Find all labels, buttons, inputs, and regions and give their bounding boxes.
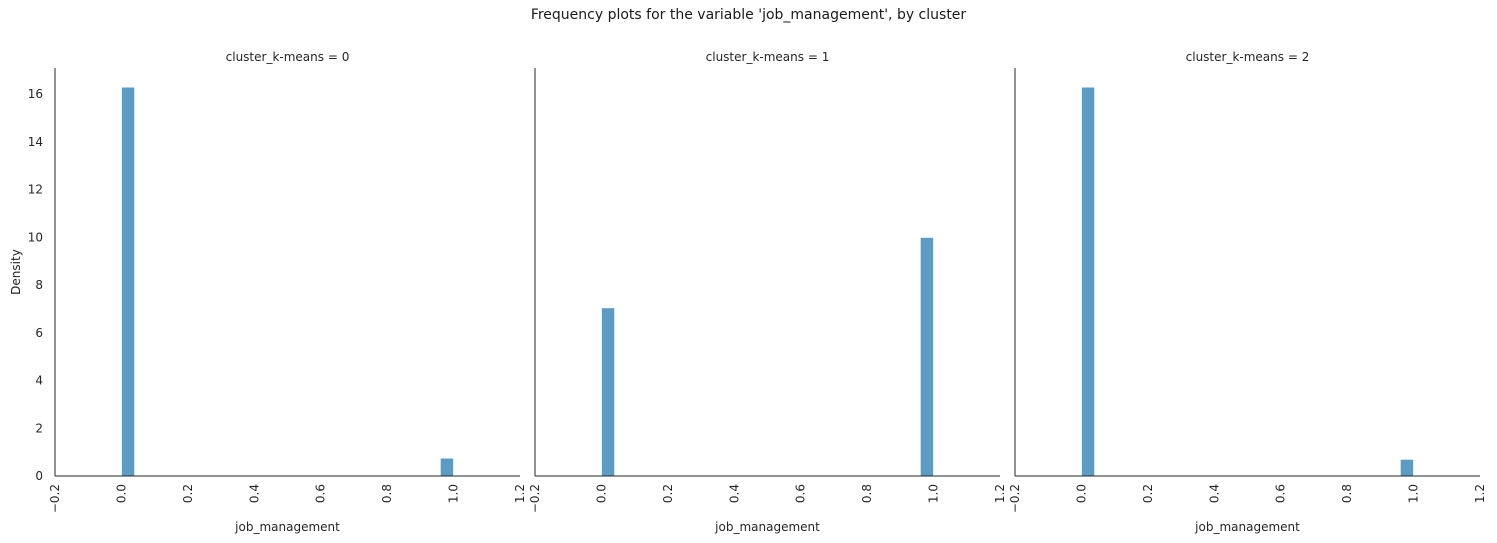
- y-tick-label: 0: [35, 469, 43, 483]
- x-tick-label: −0.2: [1008, 484, 1022, 513]
- facet-title: cluster_k-means = 1: [706, 50, 830, 64]
- histogram-bar: [919, 237, 934, 477]
- x-tick-label: 0.4: [247, 484, 261, 503]
- histogram-bar: [1399, 458, 1414, 477]
- histogram-bar: [1081, 86, 1096, 477]
- x-tick-label: 0.0: [594, 484, 608, 503]
- y-tick-label: 10: [28, 230, 43, 244]
- x-tick-label: 1.2: [993, 484, 1007, 503]
- y-tick-label: 14: [28, 135, 43, 149]
- facet-title: cluster_k-means = 0: [226, 50, 350, 64]
- x-tick-label: 0.4: [727, 484, 741, 503]
- x-tick-label: 0.6: [314, 484, 328, 503]
- y-tick-label: 4: [35, 374, 43, 388]
- x-tick-label: 0.2: [1141, 484, 1155, 503]
- x-tick-label: 0.2: [661, 484, 675, 503]
- histogram-bar: [601, 307, 616, 477]
- y-tick-label: 6: [35, 326, 43, 340]
- x-tick-label: 1.2: [1473, 484, 1487, 503]
- y-tick-label: 16: [28, 87, 43, 101]
- x-axis-label: job_management: [234, 520, 340, 534]
- y-tick-label: 8: [35, 278, 43, 292]
- x-tick-label: −0.2: [48, 484, 62, 513]
- x-axis-label: job_management: [1194, 520, 1300, 534]
- y-tick-label: 2: [35, 421, 43, 435]
- x-tick-label: 1.2: [513, 484, 527, 503]
- x-axis-label: job_management: [714, 520, 820, 534]
- figure-title: Frequency plots for the variable 'job_ma…: [530, 7, 967, 23]
- x-tick-label: 0.8: [860, 484, 874, 503]
- facet-title: cluster_k-means = 2: [1186, 50, 1310, 64]
- x-tick-label: 0.2: [181, 484, 195, 503]
- histogram-bar: [121, 86, 136, 477]
- x-tick-label: 0.8: [1340, 484, 1354, 503]
- y-tick-label: 12: [28, 183, 43, 197]
- x-tick-label: 0.0: [114, 484, 128, 503]
- x-tick-label: 0.4: [1207, 484, 1221, 503]
- x-tick-label: 1.0: [447, 484, 461, 503]
- x-tick-label: 0.0: [1074, 484, 1088, 503]
- x-tick-label: 1.0: [927, 484, 941, 503]
- x-tick-label: 1.0: [1407, 484, 1421, 503]
- x-tick-label: 0.6: [794, 484, 808, 503]
- histogram-bar: [439, 457, 454, 477]
- x-tick-label: 0.6: [1274, 484, 1288, 503]
- y-axis-label: Density: [9, 249, 23, 295]
- x-tick-label: −0.2: [528, 484, 542, 513]
- x-tick-label: 0.8: [380, 484, 394, 503]
